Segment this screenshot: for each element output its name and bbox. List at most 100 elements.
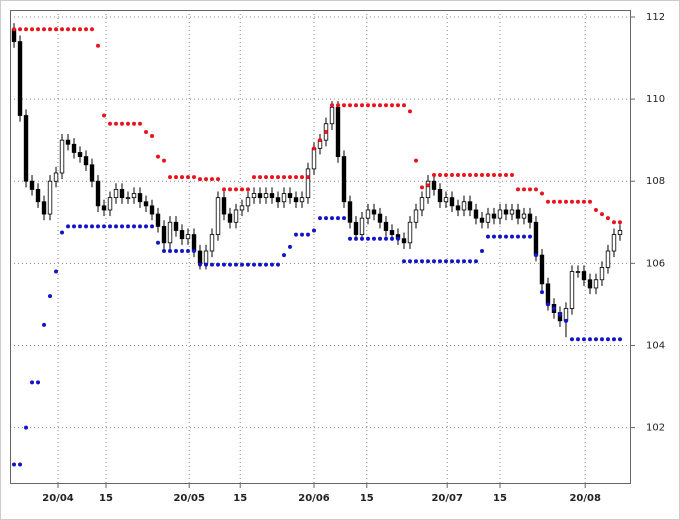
indicator-dot — [371, 103, 376, 108]
indicator-dot — [605, 216, 610, 221]
candle-body — [53, 172, 59, 182]
y-tick-label: 102 — [646, 423, 665, 434]
indicator-dot — [473, 259, 478, 264]
candle-body — [425, 180, 431, 199]
indicator-dot — [443, 173, 448, 178]
indicator-dot — [407, 109, 412, 114]
indicator-dot — [563, 199, 568, 204]
indicator-dot — [120, 121, 125, 126]
indicator-dot — [120, 224, 125, 229]
indicator-dot — [288, 244, 293, 249]
indicator-dot — [467, 259, 472, 264]
candle-body — [191, 234, 197, 252]
indicator-dot — [389, 103, 394, 108]
y-tick-label: 104 — [646, 340, 665, 351]
indicator-dot — [306, 175, 311, 180]
candle-body — [371, 209, 377, 215]
x-tick-label: 20/06 — [298, 493, 330, 504]
indicator-dot — [455, 173, 460, 178]
candle-body — [503, 209, 509, 215]
indicator-dot — [162, 249, 167, 254]
candle-body — [383, 221, 389, 231]
candle-body — [203, 250, 209, 264]
candle-body — [269, 193, 275, 199]
indicator-dot — [144, 129, 149, 134]
indicator-dot — [383, 103, 388, 108]
indicator-dot — [180, 175, 185, 180]
candle-body — [281, 193, 287, 203]
indicator-dot — [395, 236, 400, 241]
candle-body — [569, 271, 575, 309]
candle-body — [467, 201, 473, 211]
candle-body — [365, 209, 371, 219]
indicator-dot — [300, 232, 305, 237]
indicator-dot — [258, 262, 263, 267]
candle-body — [539, 254, 545, 285]
indicator-dot — [108, 224, 113, 229]
candle-body — [77, 152, 83, 157]
indicator-dot — [467, 173, 472, 178]
indicator-dot — [18, 462, 23, 467]
candle-body — [89, 164, 95, 182]
indicator-dot — [264, 262, 269, 267]
indicator-dot — [353, 236, 358, 241]
indicator-dot — [114, 121, 119, 126]
indicator-dot — [599, 212, 604, 217]
candle-body — [143, 201, 149, 207]
indicator-dot — [359, 236, 364, 241]
candle-body — [473, 209, 479, 219]
candle-body — [119, 189, 125, 199]
indicator-dot — [521, 187, 526, 192]
indicator-dot — [60, 230, 65, 235]
indicator-dot — [527, 234, 532, 239]
indicator-dot — [36, 380, 41, 385]
candle-body — [329, 106, 335, 125]
indicator-dot — [413, 259, 418, 264]
indicator-dot — [270, 262, 275, 267]
candle-body — [305, 168, 311, 199]
candle-body — [341, 156, 347, 203]
indicator-dot — [347, 103, 352, 108]
indicator-dot — [491, 173, 496, 178]
candle-body — [71, 143, 77, 153]
indicator-dot — [581, 199, 586, 204]
indicator-dot — [198, 262, 203, 267]
indicator-dot — [569, 199, 574, 204]
indicator-dot — [587, 337, 592, 342]
candle-body — [95, 180, 101, 207]
candle-body — [83, 156, 89, 166]
indicator-dot — [575, 199, 580, 204]
indicator-dot — [473, 173, 478, 178]
indicator-dot — [66, 224, 71, 229]
candle-body — [437, 189, 443, 203]
indicator-dot — [401, 103, 406, 108]
indicator-dot — [156, 240, 161, 245]
indicator-dot — [276, 175, 281, 180]
x-tick-label: 15 — [360, 493, 374, 504]
candle-body — [449, 197, 455, 207]
candle-body — [347, 201, 353, 223]
candle-body — [245, 197, 251, 207]
indicator-dot — [282, 253, 287, 258]
indicator-dot — [252, 262, 257, 267]
x-tick-label: 15 — [233, 493, 247, 504]
indicator-dot — [449, 259, 454, 264]
indicator-dot — [587, 199, 592, 204]
indicator-dot — [162, 158, 167, 163]
indicator-dot — [210, 177, 215, 182]
indicator-dot — [132, 224, 137, 229]
candle-body — [299, 197, 305, 203]
candle-body — [401, 238, 407, 244]
indicator-dot — [521, 234, 526, 239]
indicator-dot — [48, 27, 53, 32]
indicator-dot — [12, 462, 17, 467]
indicator-dot — [413, 158, 418, 163]
indicator-dot — [329, 103, 334, 108]
indicator-dot — [72, 224, 77, 229]
candle-body — [359, 217, 365, 235]
indicator-dot — [449, 173, 454, 178]
indicator-dot — [509, 234, 514, 239]
indicator-dot — [246, 187, 251, 192]
indicator-dot — [509, 173, 514, 178]
indicator-dot — [491, 234, 496, 239]
